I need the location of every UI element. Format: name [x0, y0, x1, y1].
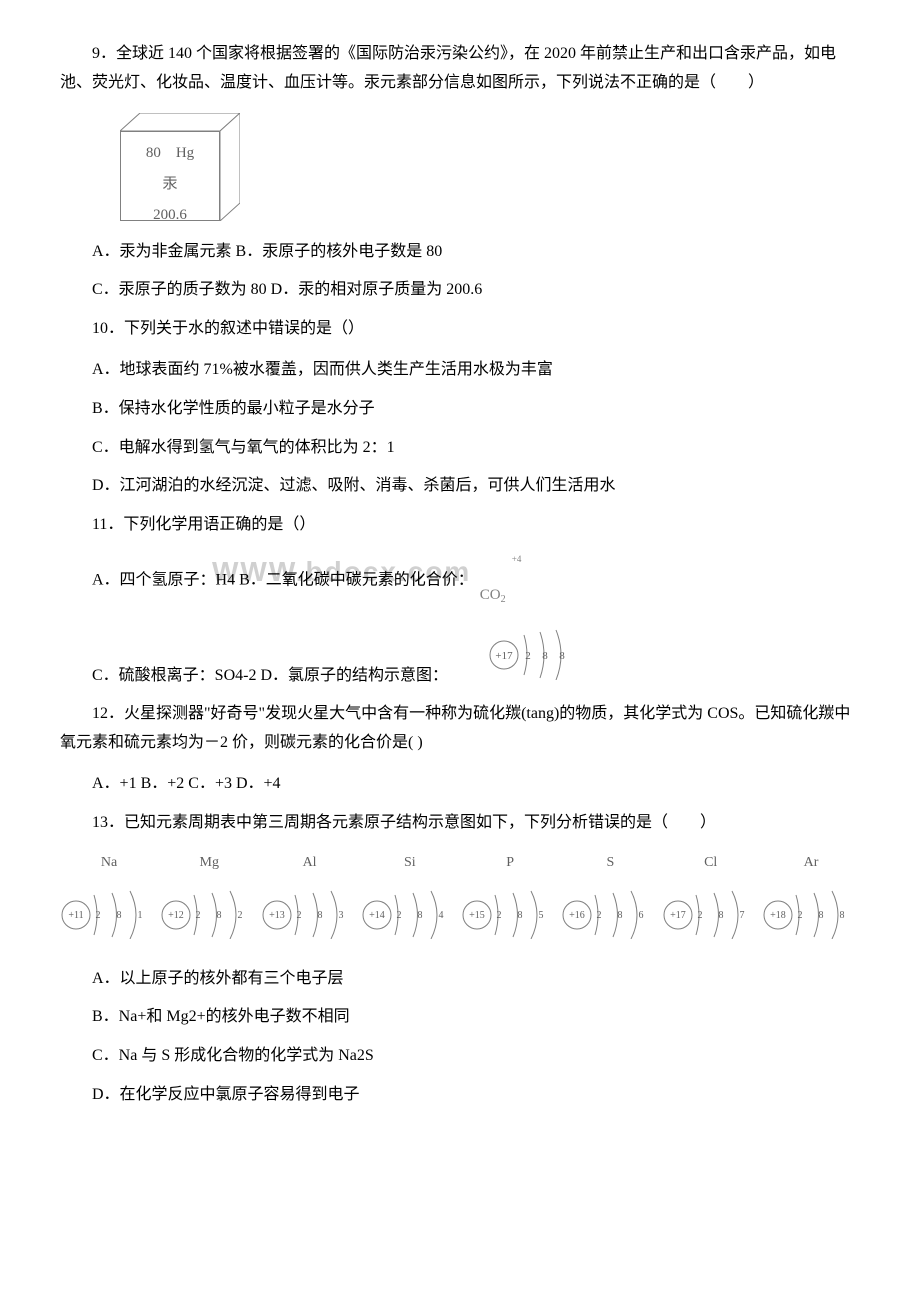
hg-symbol: Hg	[176, 145, 194, 161]
element-al: Al +13 2 8 3	[261, 850, 359, 950]
svg-text:6: 6	[639, 910, 644, 921]
svg-text:2: 2	[497, 910, 502, 921]
q10-option-a: A．地球表面约 71%被水覆盖，因而供人类生产生活用水极为丰富	[60, 356, 860, 385]
q13-option-d: D．在化学反应中氯原子容易得到电子	[60, 1081, 860, 1110]
svg-text:5: 5	[539, 910, 544, 921]
svg-text:2: 2	[797, 910, 802, 921]
svg-text:2: 2	[238, 910, 243, 921]
element-cl: Cl +17 2 8 7	[662, 850, 760, 950]
q12-options: A．+1 B．+2 C．+3 D．+4	[60, 770, 860, 799]
svg-text:2: 2	[697, 910, 702, 921]
cl-atom-diagram: +17 2 8 8	[454, 620, 576, 691]
element-label: Mg	[160, 850, 258, 875]
svg-text:8: 8	[317, 910, 322, 921]
svg-text:8: 8	[839, 910, 844, 921]
q9-option-cd: C．汞原子的质子数为 80 D．汞的相对原子质量为 200.6	[60, 276, 860, 305]
q13-option-b: B．Na+和 Mg2+的核外电子数不相同	[60, 1003, 860, 1032]
q13-option-a: A．以上原子的核外都有三个电子层	[60, 965, 860, 994]
svg-text:8: 8	[618, 910, 623, 921]
svg-text:+12: +12	[168, 910, 184, 921]
svg-text:8: 8	[559, 650, 565, 662]
q9-option-ab: A．汞为非金属元素 B．汞原子的核外电子数是 80	[60, 238, 860, 267]
atom-diagram: +11 2 8 1	[60, 877, 158, 950]
svg-text:+17: +17	[670, 910, 686, 921]
q11-option-ab: WWW.bdocx.com A．四个氢原子：H4 B．二氧化碳中碳元素的化合价：…	[60, 552, 860, 610]
atom-diagram: +18 2 8 8	[762, 877, 860, 950]
q12-text: 12．火星探测器"好奇号"发现火星大气中含有一种称为硫化羰(tang)的物质，其…	[60, 700, 860, 758]
svg-text:8: 8	[542, 650, 548, 662]
period-table: Na +11 2 8 1 Mg +12 2 8 2 Al +13 2 8 3 Si +14 2 8 4 P +15 2 8 5 S…	[60, 850, 860, 950]
hg-element-box: 80 Hg 汞 200.6	[120, 113, 860, 223]
element-label: Al	[261, 850, 359, 875]
svg-text:4: 4	[438, 910, 443, 921]
hg-atomic-number: 80	[146, 145, 161, 161]
svg-text:+18: +18	[770, 910, 786, 921]
svg-text:+14: +14	[369, 910, 385, 921]
q10-option-c: C．电解水得到氢气与氧气的体积比为 2：1	[60, 434, 860, 463]
q11-a-prefix: A．四个氢原子：H4 B．二氧化碳中碳元素的化合价：	[92, 571, 474, 588]
svg-text:8: 8	[518, 910, 523, 921]
q11-c-prefix: C．硫酸根离子：SO4-2 D．氯原子的结构示意图：	[60, 662, 448, 691]
q9-text: 9．全球近 140 个国家将根据签署的《国际防治汞污染公约》，在 2020 年前…	[60, 40, 860, 98]
atom-diagram: +16 2 8 6	[561, 877, 659, 950]
element-label: P	[461, 850, 559, 875]
atom-diagram: +12 2 8 2	[160, 877, 258, 950]
svg-text:3: 3	[338, 910, 343, 921]
element-ar: Ar +18 2 8 8	[762, 850, 860, 950]
atom-diagram: +17 2 8 7	[662, 877, 760, 950]
element-p: P +15 2 8 5	[461, 850, 559, 950]
element-label: Ar	[762, 850, 860, 875]
co2-formula: +4 CO2	[480, 552, 522, 610]
svg-text:+15: +15	[469, 910, 485, 921]
atom-diagram: +15 2 8 5	[461, 877, 559, 950]
atom-diagram: +14 2 8 4	[361, 877, 459, 950]
hg-mass: 200.6	[121, 202, 219, 229]
q13-option-c: C．Na 与 S 形成化合物的化学式为 Na2S	[60, 1042, 860, 1071]
hg-name: 汞	[121, 171, 219, 198]
element-label: S	[561, 850, 659, 875]
element-si: Si +14 2 8 4	[361, 850, 459, 950]
q11-option-cd: C．硫酸根离子：SO4-2 D．氯原子的结构示意图： +17 2 8 8	[60, 620, 860, 691]
q10-option-b: B．保持水化学性质的最小粒子是水分子	[60, 395, 860, 424]
element-label: Na	[60, 850, 158, 875]
svg-text:8: 8	[417, 910, 422, 921]
svg-text:2: 2	[597, 910, 602, 921]
cl-nucleus: +17	[495, 650, 513, 662]
svg-text:+13: +13	[269, 910, 285, 921]
svg-text:+16: +16	[570, 910, 586, 921]
svg-text:8: 8	[818, 910, 823, 921]
svg-text:+11: +11	[68, 910, 83, 921]
svg-text:8: 8	[117, 910, 122, 921]
svg-text:2: 2	[396, 910, 401, 921]
element-label: Cl	[662, 850, 760, 875]
svg-text:2: 2	[525, 650, 531, 662]
svg-text:2: 2	[196, 910, 201, 921]
q10-option-d: D．江河湖泊的水经沉淀、过滤、吸附、消毒、杀菌后，可供人们生活用水	[60, 472, 860, 501]
q11-text: 11．下列化学用语正确的是（）	[60, 511, 860, 540]
svg-text:8: 8	[217, 910, 222, 921]
element-label: Si	[361, 850, 459, 875]
element-mg: Mg +12 2 8 2	[160, 850, 258, 950]
hg-box-side	[220, 113, 240, 221]
svg-text:7: 7	[739, 910, 744, 921]
atom-diagram: +13 2 8 3	[261, 877, 359, 950]
element-na: Na +11 2 8 1	[60, 850, 158, 950]
q10-text: 10．下列关于水的叙述中错误的是（）	[60, 315, 860, 344]
svg-text:2: 2	[296, 910, 301, 921]
q13-text: 13．已知元素周期表中第三周期各元素原子结构示意图如下，下列分析错误的是（ ）	[60, 809, 860, 838]
element-s: S +16 2 8 6	[561, 850, 659, 950]
svg-text:1: 1	[138, 910, 143, 921]
svg-text:2: 2	[96, 910, 101, 921]
hg-box-front: 80 Hg 汞 200.6	[120, 131, 220, 221]
svg-text:8: 8	[718, 910, 723, 921]
